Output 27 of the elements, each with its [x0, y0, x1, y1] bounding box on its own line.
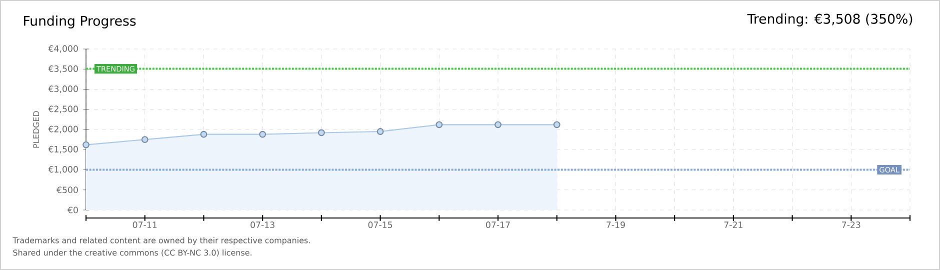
point: [200, 130, 208, 138]
x-tick-label: 7-19: [606, 222, 625, 228]
text: Trending: €3,508 (350%): [747, 14, 912, 26]
y-tick-label: €3,500: [48, 65, 78, 73]
point: [259, 130, 266, 138]
y-tick-label: €2,500: [48, 106, 78, 114]
y-tick-label: €4,000: [48, 45, 78, 53]
point: [494, 121, 502, 128]
chart-title: Funding Progress: [24, 16, 136, 28]
x-tick-label: 07-11: [132, 222, 157, 228]
y-tick-label: €1,500: [48, 146, 78, 154]
y-tick-label: €3,000: [48, 86, 78, 93]
y-tick-label: €0: [67, 206, 78, 214]
x-tick-label: 07-17: [486, 222, 510, 228]
x-tick-label: 7-21: [724, 222, 742, 228]
y-tick-label: €2,000: [48, 126, 78, 134]
point: [82, 141, 90, 148]
x-tick-label: 7-23: [842, 222, 860, 228]
x-tick-label: 07-13: [250, 222, 274, 228]
point: [141, 136, 148, 144]
y-tick-label: €500: [56, 186, 78, 194]
point: [318, 129, 325, 136]
point: [376, 128, 384, 135]
point: [436, 121, 443, 128]
point: [553, 121, 560, 128]
x-tick-label: 07-15: [368, 222, 392, 228]
y-tick-label: €1,000: [48, 166, 78, 174]
